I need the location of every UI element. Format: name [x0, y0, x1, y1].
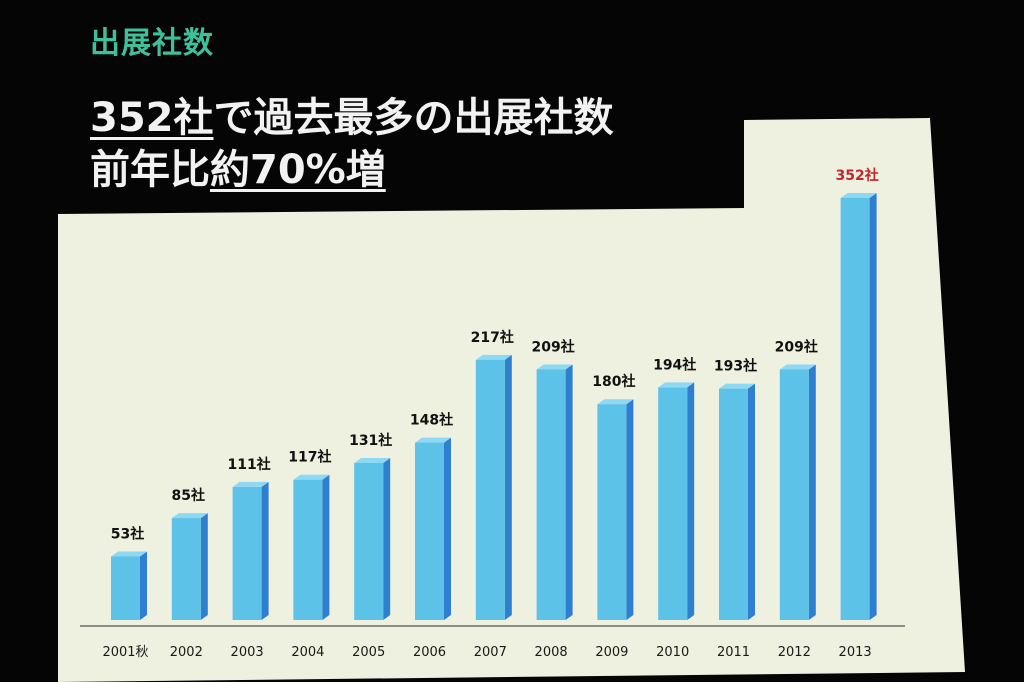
tick-labels-layer: 2001秋 2002 2003 2004 2005 2006 2007 2008 2009 201… [102, 645, 871, 660]
bar-side [383, 457, 391, 620]
data-labels-layer: 53社 85社 111社 117社 131社 148社 217社 209社 180社 194社 19… [111, 167, 879, 542]
data-label: 148社 [410, 412, 453, 429]
bar [354, 457, 391, 620]
headline-line-1-text: で過去最多の出展社数 [213, 95, 614, 141]
headline-growth: 約70%増 [210, 147, 386, 193]
data-label: 53社 [111, 525, 144, 542]
bar-side [748, 383, 755, 620]
bar-top [171, 513, 208, 519]
bar-front [293, 479, 323, 620]
bar-front [779, 369, 809, 620]
tick-label: 2009 [595, 645, 628, 660]
data-label: 117社 [288, 449, 331, 466]
bar-front [475, 359, 505, 620]
tick-label: 2002 [170, 645, 203, 660]
tick-label: 2006 [413, 645, 446, 660]
bar [475, 354, 512, 620]
bar-side [200, 513, 208, 620]
data-label: 352社 [835, 167, 878, 184]
bar-side [565, 364, 573, 620]
bar-top [354, 457, 391, 463]
bar-front [171, 518, 201, 620]
bar-front [658, 387, 688, 620]
data-label: 180社 [592, 373, 635, 390]
bar-side [626, 399, 634, 620]
tick-label: 2003 [231, 645, 264, 660]
headline-line-2-prefix: 前年比 [90, 147, 210, 193]
bar-top [779, 364, 816, 370]
data-label: 217社 [471, 329, 514, 346]
bar [658, 382, 695, 620]
bar-top [658, 382, 695, 388]
slide-label: 出展社数 [90, 26, 214, 61]
tick-label: 2012 [778, 645, 811, 660]
tick-label: 2008 [535, 645, 568, 660]
bar-top [111, 551, 147, 557]
tick-label: 2004 [291, 645, 324, 660]
bar [111, 551, 147, 620]
bar-top [415, 437, 451, 443]
bar-side [808, 364, 816, 620]
bar-side [444, 437, 451, 620]
bar [840, 193, 877, 620]
bar [293, 474, 330, 620]
tick-label: 2007 [474, 645, 507, 660]
bar-front [840, 198, 870, 620]
data-label: 209社 [531, 338, 574, 355]
bar-top [719, 383, 755, 389]
bar-top [475, 354, 512, 360]
bar [171, 513, 208, 620]
bar-side [261, 481, 269, 620]
bar [232, 481, 269, 620]
bar [415, 437, 451, 620]
tick-label: 2001秋 [102, 645, 148, 660]
bar-side [322, 474, 330, 620]
headline-line-1: 352社で過去最多の出展社数 [90, 92, 614, 144]
bar [536, 364, 573, 620]
bar-front [719, 388, 748, 620]
tick-label: 2013 [839, 645, 872, 660]
bar-top [293, 474, 330, 480]
bars-layer [111, 193, 877, 620]
bar-side [504, 354, 512, 620]
headline: 352社で過去最多の出展社数 前年比約70%増 [90, 92, 614, 196]
tick-label: 2011 [717, 645, 750, 660]
data-label: 194社 [653, 356, 696, 373]
data-label: 131社 [349, 432, 392, 449]
bar-front [354, 462, 384, 620]
headline-line-2: 前年比約70%増 [90, 144, 614, 196]
tick-label: 2010 [656, 645, 689, 660]
bar-top [840, 193, 877, 198]
bar-side [687, 382, 695, 620]
tick-label: 2005 [352, 645, 385, 660]
bar-top [597, 399, 634, 405]
bar-side [869, 193, 877, 620]
bar [719, 383, 755, 620]
headline-count: 352社 [90, 95, 214, 141]
bar-front [232, 486, 262, 620]
bar-front [415, 442, 444, 620]
data-label: 85社 [172, 487, 205, 504]
bar [779, 364, 816, 620]
data-label: 209社 [775, 338, 818, 355]
bar-front [536, 369, 566, 620]
data-label: 111社 [227, 456, 270, 473]
bar-front [111, 556, 140, 620]
bar-top [536, 364, 573, 370]
bar-front [597, 404, 627, 620]
bar [597, 399, 634, 620]
bar-top [232, 481, 269, 487]
data-label: 193社 [714, 358, 757, 375]
bar-side [140, 551, 147, 620]
